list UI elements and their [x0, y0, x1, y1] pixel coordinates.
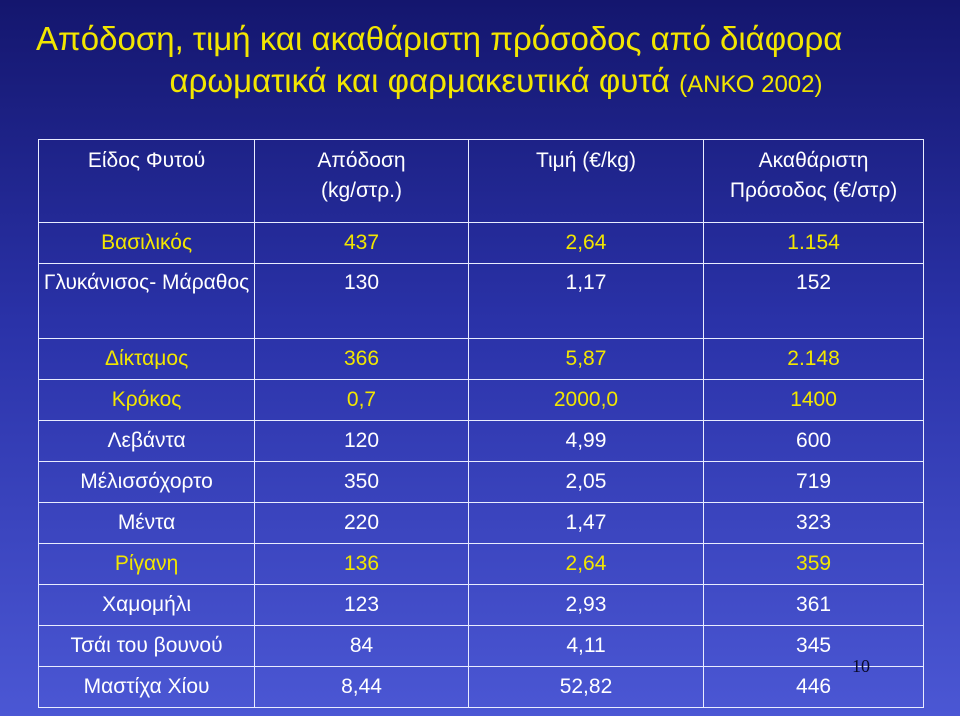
plant-name-cell: Ρίγανη — [37, 543, 256, 585]
table-row: Δίκταμος 366 5,87 2.148 — [37, 338, 924, 380]
yield-cell: 0,7 — [254, 379, 469, 421]
gross-income-cell: 719 — [703, 461, 924, 503]
yield-cell: 136 — [254, 543, 469, 585]
table-row: Μέλισσόχορτο 350 2,05 719 — [37, 461, 924, 503]
slide-title: Απόδοση, τιμή και ακαθάριστη πρόσοδος απ… — [36, 18, 936, 106]
header-yield: Απόδοση (kg/στρ.) — [254, 139, 469, 223]
plant-name-cell: Μαστίχα Χίου — [37, 666, 256, 708]
gross-income-cell: 1.154 — [703, 222, 924, 264]
gross-income-cell: 1400 — [703, 379, 924, 421]
plant-name-cell: Βασιλικός — [37, 222, 256, 264]
price-cell: 2,64 — [467, 222, 705, 264]
table-body: Βασιλικός 437 2,64 1.154 Γλυκάνισος- Μάραθος… — [37, 222, 924, 708]
plant-name-cell: Κρόκος — [37, 379, 256, 421]
page-number: 10 — [852, 656, 870, 676]
header-price: Τιμή (€/kg) — [467, 139, 705, 223]
price-cell: 5,87 — [467, 338, 705, 380]
yield-cell: 120 — [254, 420, 469, 462]
table-header-row: Είδος Φυτού Απόδοση (kg/στρ.) Τιμή (€/kg)… — [37, 139, 924, 223]
plant-name-cell: Τσάι του βουνού — [37, 625, 256, 667]
yield-cell: 8,44 — [254, 666, 469, 708]
yield-cell: 220 — [254, 502, 469, 544]
table-row: Ρίγανη 136 2,64 359 — [37, 543, 924, 585]
gross-income-cell: 361 — [703, 584, 924, 626]
yield-cell: 130 — [254, 263, 469, 339]
table-row: Μέντα 220 1,47 323 — [37, 502, 924, 544]
header-gross-income: Ακαθάριστη Πρόσοδος (€/στρ) — [703, 139, 924, 223]
header-price-label: Τιμή (€/kg) — [535, 149, 636, 172]
header-yield-unit: (kg/στρ.) — [320, 179, 403, 202]
yield-cell: 84 — [254, 625, 469, 667]
price-cell: 2,93 — [467, 584, 705, 626]
gross-income-cell: 446 — [703, 666, 924, 708]
header-gross-income-label: Ακαθάριστη — [758, 149, 869, 172]
price-cell: 52,82 — [467, 666, 705, 708]
table-row: Κρόκος 0,7 2000,0 1400 — [37, 379, 924, 421]
header-yield-label: Απόδοση — [317, 149, 406, 172]
table-row: Γλυκάνισος- Μάραθος 130 1,17 152 — [37, 263, 924, 339]
gross-income-cell: 345 — [703, 625, 924, 667]
title-line-2-main: αρωματικά και φαρμακευτικά φυτά — [169, 62, 671, 99]
title-line-1: Απόδοση, τιμή και ακαθάριστη πρόσοδος απ… — [36, 20, 843, 57]
table-row: Τσάι του βουνού 84 4,11 345 — [37, 625, 924, 667]
table-row: Λεβάντα 120 4,99 600 — [37, 420, 924, 462]
header-plant-type-label: Είδος Φυτού — [87, 149, 206, 172]
plant-name-cell: Γλυκάνισος- Μάραθος — [37, 263, 256, 339]
plant-name-cell: Λεβάντα — [37, 420, 256, 462]
gross-income-cell: 359 — [703, 543, 924, 585]
plant-name-cell: Μέλισσόχορτο — [37, 461, 256, 503]
yield-cell: 437 — [254, 222, 469, 264]
gross-income-cell: 600 — [703, 420, 924, 462]
header-plant-type: Είδος Φυτού — [37, 139, 256, 223]
plant-name-cell: Μέντα — [37, 502, 256, 544]
gross-income-cell: 323 — [703, 502, 924, 544]
gross-income-cell: 152 — [703, 263, 924, 339]
plant-name-cell: Δίκταμος — [37, 338, 256, 380]
table-row: Μαστίχα Χίου 8,44 52,82 446 — [37, 666, 924, 708]
price-cell: 4,11 — [467, 625, 705, 667]
header-gross-income-unit: Πρόσοδος (€/στρ) — [729, 179, 898, 202]
table-row: Χαμομήλι 123 2,93 361 — [37, 584, 924, 626]
price-cell: 2,05 — [467, 461, 705, 503]
yield-cell: 366 — [254, 338, 469, 380]
price-cell: 2,64 — [467, 543, 705, 585]
table-row: Βασιλικός 437 2,64 1.154 — [37, 222, 924, 264]
title-source: (ΑΝΚΟ 2002) — [679, 71, 823, 98]
price-cell: 4,99 — [467, 420, 705, 462]
yield-cell: 350 — [254, 461, 469, 503]
price-cell: 2000,0 — [467, 379, 705, 421]
title-line-2: αρωματικά και φαρμακευτικά φυτά (ΑΝΚΟ 20… — [36, 60, 936, 106]
data-table: Είδος Φυτού Απόδοση (kg/στρ.) Τιμή (€/kg)… — [37, 139, 924, 708]
plant-name-cell: Χαμομήλι — [37, 584, 256, 626]
gross-income-cell: 2.148 — [703, 338, 924, 380]
price-cell: 1,17 — [467, 263, 705, 339]
price-cell: 1,47 — [467, 502, 705, 544]
yield-cell: 123 — [254, 584, 469, 626]
